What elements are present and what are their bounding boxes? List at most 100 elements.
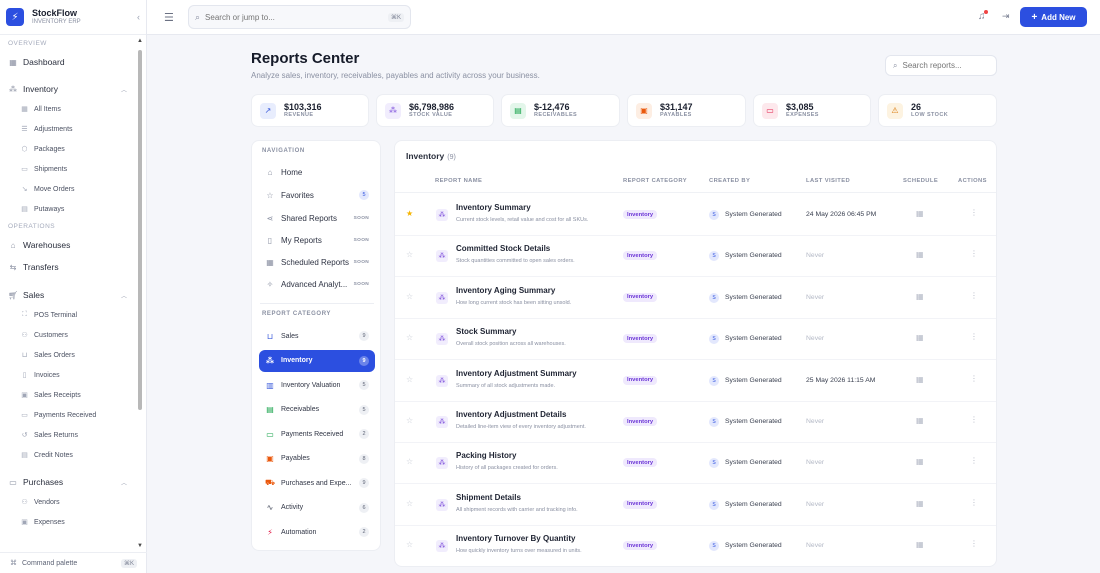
- more-vertical-icon[interactable]: ⋮: [970, 456, 978, 466]
- table-row[interactable]: ☆ ⁂ Stock Summary Overall stock position…: [395, 319, 996, 361]
- nav-item-advanced-analytics[interactable]: ✧ Advanced Analyt... SOON: [259, 273, 375, 295]
- star-icon[interactable]: ☆: [406, 291, 414, 301]
- menu-icon[interactable]: ☰: [164, 12, 174, 24]
- table-row[interactable]: ☆ ⁂ Inventory Adjustment Summary Summary…: [395, 361, 996, 402]
- table-row[interactable]: ☆ ⁂ Shipment Details All shipment record…: [395, 485, 996, 526]
- global-search[interactable]: ⌕ ⌘K: [188, 5, 411, 29]
- nav-item-favorites[interactable]: ☆ Favorites 5: [259, 184, 375, 206]
- collapse-sidebar-icon[interactable]: ‹: [137, 12, 140, 22]
- sidebar-item-dashboard[interactable]: ▦ Dashboard: [0, 52, 135, 72]
- category-item-payables[interactable]: ▣ Payables 8: [259, 448, 375, 470]
- report-name[interactable]: Packing History: [456, 451, 517, 461]
- table-row[interactable]: ☆ ⁂ Inventory Aging Summary How long cur…: [395, 278, 996, 319]
- calendar-icon[interactable]: ▦: [916, 416, 924, 425]
- scroll-thumb[interactable]: [138, 50, 142, 410]
- sidebar-item-customers[interactable]: ⚇ Customers: [0, 325, 135, 345]
- global-search-input[interactable]: [205, 12, 384, 22]
- report-name[interactable]: Stock Summary: [456, 327, 517, 337]
- nav-item-shared-reports[interactable]: ⋖ Shared Reports SOON: [259, 207, 375, 229]
- sidebar-item-invoices[interactable]: ▯ Invoices: [0, 365, 135, 385]
- calendar-icon[interactable]: ▦: [916, 291, 924, 301]
- bell-icon[interactable]: ♫: [978, 11, 986, 22]
- table-row[interactable]: ☆ ⁂ Inventory Turnover By Quantity How q…: [395, 526, 996, 566]
- sidebar-scrollbar[interactable]: ▲ ▼: [137, 38, 143, 549]
- table-row[interactable]: ☆ ⁂ Packing History History of all packa…: [395, 443, 996, 485]
- calendar-icon[interactable]: ▦: [916, 540, 924, 550]
- report-name[interactable]: Shipment Details: [456, 492, 521, 502]
- star-icon[interactable]: ☆: [406, 457, 414, 467]
- more-vertical-icon[interactable]: ⋮: [970, 497, 978, 507]
- scroll-up-icon[interactable]: ▲: [137, 38, 143, 44]
- category-item-inventory[interactable]: ⁂ Inventory 9: [259, 349, 375, 372]
- header-created-by[interactable]: CREATED BY: [709, 178, 751, 184]
- sidebar-item-move-orders[interactable]: ↘ Move Orders: [0, 179, 135, 199]
- star-icon[interactable]: ☆: [406, 250, 414, 260]
- more-vertical-icon[interactable]: ⋮: [970, 249, 978, 259]
- table-row[interactable]: ☆ ⁂ Committed Stock Details Stock quanti…: [395, 236, 996, 278]
- report-name[interactable]: Inventory Turnover By Quantity: [456, 534, 576, 544]
- nav-item-my-reports[interactable]: ▯ My Reports SOON: [259, 229, 375, 251]
- star-icon[interactable]: ☆: [406, 498, 414, 508]
- sidebar-item-sales-returns[interactable]: ↺ Sales Returns: [0, 425, 135, 445]
- category-item-activity[interactable]: ∿ Activity 6: [259, 497, 375, 519]
- header-last-visited[interactable]: LAST VISITED: [806, 178, 851, 184]
- category-item-automation[interactable]: ⚡ Automation 2: [259, 521, 375, 543]
- category-item-payments-received[interactable]: ▭ Payments Received 2: [259, 423, 375, 445]
- more-vertical-icon[interactable]: ⋮: [970, 332, 978, 342]
- category-item-receivables[interactable]: ▤ Receivables 5: [259, 399, 375, 421]
- star-icon[interactable]: ☆: [406, 333, 414, 343]
- category-item-purchases-and-expe[interactable]: ⛟ Purchases and Expe... 9: [259, 472, 375, 494]
- reports-search-input[interactable]: [902, 61, 983, 70]
- sidebar-item-inventory[interactable]: ⁂ Inventory ︿: [0, 79, 135, 99]
- star-icon[interactable]: ☆: [406, 416, 414, 425]
- calendar-icon[interactable]: ▦: [916, 374, 924, 384]
- header-report-name[interactable]: REPORT NAME: [435, 178, 483, 184]
- sidebar-item-putaways[interactable]: ▤ Putaways: [0, 199, 135, 219]
- sidebar-item-shipments[interactable]: ▭ Shipments: [0, 159, 135, 179]
- sidebar-item-sales-receipts[interactable]: ▣ Sales Receipts: [0, 385, 135, 405]
- more-vertical-icon[interactable]: ⋮: [970, 373, 978, 383]
- star-icon[interactable]: ☆: [406, 374, 414, 384]
- sidebar-item-payments-received[interactable]: ▭ Payments Received: [0, 405, 135, 425]
- reports-search[interactable]: ⌕: [885, 55, 997, 76]
- category-item-inventory-valuation[interactable]: ▥ Inventory Valuation 5: [259, 374, 375, 396]
- sidebar-item-sales[interactable]: 🛒︎ Sales ︿: [0, 285, 135, 305]
- scroll-down-icon[interactable]: ▼: [137, 543, 143, 549]
- add-new-button[interactable]: + Add New: [1020, 7, 1087, 27]
- sidebar-item-sales-orders[interactable]: ⊔ Sales Orders: [0, 345, 135, 365]
- calendar-icon[interactable]: ▦: [916, 250, 924, 260]
- calendar-icon[interactable]: ▦: [916, 498, 924, 508]
- more-vertical-icon[interactable]: ⋮: [970, 539, 978, 549]
- table-row[interactable]: ☆ ⁂ Inventory Adjustment Details Detaile…: [395, 402, 996, 443]
- sidebar-item-warehouses[interactable]: ⌂ Warehouses: [0, 235, 135, 255]
- report-name[interactable]: Inventory Adjustment Summary: [456, 368, 577, 378]
- more-vertical-icon[interactable]: ⋮: [970, 415, 978, 424]
- sidebar-item-purchases[interactable]: ▭ Purchases ︿: [0, 472, 135, 492]
- sidebar-item-credit-notes[interactable]: ▤ Credit Notes: [0, 445, 135, 465]
- sidebar-item-all-items[interactable]: ▦ All Items: [0, 99, 135, 119]
- sidebar-item-adjustments[interactable]: ☰ Adjustments: [0, 119, 135, 139]
- calendar-icon[interactable]: ▦: [916, 457, 924, 467]
- nav-item-home[interactable]: ⌂ Home: [259, 161, 375, 183]
- calendar-icon[interactable]: ▦: [916, 209, 924, 218]
- star-filled-icon[interactable]: ★: [406, 209, 414, 218]
- sidebar-item-transfers[interactable]: ⇆ Transfers: [0, 257, 135, 277]
- sidebar-item-vendors[interactable]: ⚇ Vendors: [0, 492, 135, 512]
- sidebar-item-packages[interactable]: ⬡ Packages: [0, 139, 135, 159]
- category-item-sales[interactable]: ⊔ Sales 9: [259, 325, 375, 347]
- calendar-icon[interactable]: ▦: [916, 333, 924, 343]
- report-name[interactable]: Inventory Aging Summary: [456, 285, 556, 295]
- more-vertical-icon[interactable]: ⋮: [970, 290, 978, 300]
- table-row[interactable]: ★ ⁂ Inventory Summary Current stock leve…: [395, 195, 996, 236]
- sidebar-item-expenses[interactable]: ▣ Expenses: [0, 512, 135, 532]
- star-icon[interactable]: ☆: [406, 540, 414, 550]
- header-report-category[interactable]: REPORT CATEGORY: [623, 178, 687, 184]
- nav-item-scheduled-reports[interactable]: ▦ Scheduled Reports SOON: [259, 251, 375, 273]
- report-name[interactable]: Inventory Adjustment Details: [456, 410, 567, 419]
- more-vertical-icon[interactable]: ⋮: [970, 208, 978, 217]
- sidebar-item-pos-terminal[interactable]: ⛶ POS Terminal: [0, 305, 135, 325]
- logout-icon[interactable]: ⇥: [1002, 11, 1010, 21]
- report-name[interactable]: Inventory Summary: [456, 203, 531, 212]
- command-palette-button[interactable]: ⌘ Command palette ⌘K: [0, 552, 147, 573]
- report-name[interactable]: Committed Stock Details: [456, 244, 551, 254]
